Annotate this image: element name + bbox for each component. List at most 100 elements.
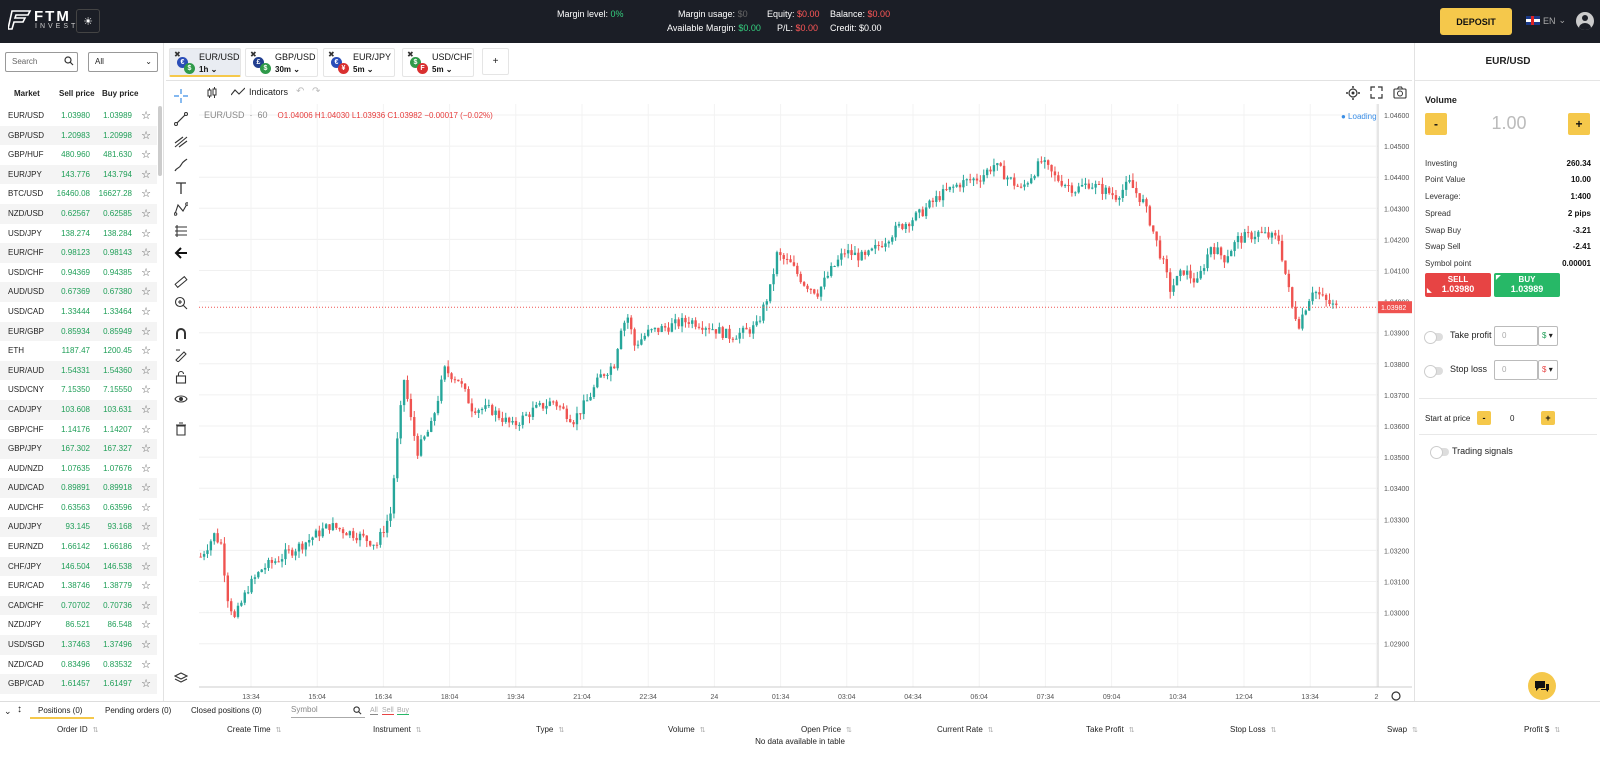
favorite-star-icon[interactable]: ☆ [141, 462, 151, 475]
favorite-star-icon[interactable]: ☆ [141, 168, 151, 181]
market-buy-price[interactable]: 481.630 [103, 150, 132, 160]
favorite-star-icon[interactable]: ☆ [141, 443, 151, 456]
favorite-star-icon[interactable]: ☆ [141, 639, 151, 652]
favorite-star-icon[interactable]: ☆ [141, 423, 151, 436]
market-row[interactable]: CAD/JPY 103.608 103.631 ☆ [0, 399, 157, 420]
take-profit-toggle[interactable] [1424, 331, 1443, 344]
market-row[interactable]: ETH 1187.47 1200.45 ☆ [0, 341, 157, 361]
market-buy-price[interactable]: 86.548 [107, 620, 132, 630]
favorite-star-icon[interactable]: ☆ [141, 286, 151, 299]
market-sell-price[interactable]: 1.54331 [61, 365, 90, 375]
market-buy-price[interactable]: 0.85949 [103, 326, 132, 336]
market-sell-price[interactable]: 103.608 [61, 404, 90, 414]
market-buy-price[interactable]: 1.14207 [103, 424, 132, 434]
market-row[interactable]: USD/JPY 138.274 138.284 ☆ [0, 224, 157, 244]
close-tab-icon[interactable]: ✖ [407, 50, 414, 59]
symbol-filter-input[interactable]: Symbol [291, 705, 365, 718]
favorite-star-icon[interactable]: ☆ [141, 129, 151, 142]
market-buy-price[interactable]: 1.37496 [103, 640, 132, 650]
favorite-star-icon[interactable]: ☆ [141, 227, 151, 240]
market-sell-price[interactable]: 1.20983 [61, 130, 90, 140]
market-row[interactable]: AUD/JPY 93.145 93.168 ☆ [0, 517, 157, 538]
market-row[interactable]: EUR/NZD 1.66142 1.66186 ☆ [0, 537, 157, 557]
market-row[interactable]: USD/CNY 7.15350 7.15550 ☆ [0, 380, 157, 400]
favorite-star-icon[interactable]: ☆ [141, 247, 151, 260]
instrument-tab[interactable]: ✖ € $ EUR/USD 1h ⌄ [169, 48, 241, 77]
favorite-star-icon[interactable]: ☆ [141, 599, 151, 612]
zoom-in-icon[interactable] [172, 294, 190, 312]
market-sell-price[interactable]: 1.14176 [61, 424, 90, 434]
magnet-icon[interactable] [172, 325, 190, 343]
market-sell-price[interactable]: 146.504 [61, 561, 90, 571]
tab-positions[interactable]: Positions (0) [30, 706, 95, 719]
axis-settings-icon[interactable] [1391, 691, 1401, 701]
market-row[interactable]: NZD/USD 0.62567 0.62585 ☆ [0, 203, 157, 224]
market-row[interactable]: USD/CHF 0.94369 0.94385 ☆ [0, 263, 157, 283]
eye-icon[interactable] [172, 390, 190, 408]
favorite-star-icon[interactable]: ☆ [141, 110, 151, 122]
market-row[interactable]: EUR/GBP 0.85934 0.85949 ☆ [0, 321, 157, 342]
table-column-header[interactable]: Swap ⇅ [1387, 725, 1418, 734]
trash-icon[interactable] [172, 420, 190, 438]
table-column-header[interactable]: Type ⇅ [536, 725, 564, 734]
market-sell-price[interactable]: 0.83496 [61, 659, 90, 669]
instrument-tab[interactable]: ✖ € ¥ EUR/JPY 5m ⌄ [323, 48, 395, 77]
market-row[interactable]: GBP/CAD 1.61457 1.61497 ☆ [0, 674, 157, 694]
prediction-tool-icon[interactable] [172, 222, 190, 240]
stop-loss-input[interactable]: 0 [1494, 360, 1538, 380]
market-sell-price[interactable]: 0.67369 [61, 287, 90, 297]
favorite-star-icon[interactable]: ☆ [141, 403, 151, 416]
market-buy-price[interactable]: 0.94385 [103, 267, 132, 277]
filter-buy[interactable]: Buy [397, 707, 410, 715]
market-row[interactable]: GBP/JPY 167.302 167.327 ☆ [0, 439, 157, 459]
indicators-button[interactable]: Indicators [231, 87, 288, 97]
instrument-tab[interactable]: ✖ £ $ GBP/USD 30m ⌄ [245, 48, 318, 77]
market-row[interactable]: CHF/JPY 146.504 146.538 ☆ [0, 556, 157, 577]
tab-pending-orders[interactable]: Pending orders (0) [105, 706, 172, 715]
market-buy-price[interactable]: 138.284 [103, 228, 132, 238]
undo-icon[interactable]: ↶ [296, 86, 305, 97]
start-at-price-value[interactable]: 0 [1510, 414, 1515, 423]
market-row[interactable]: NZD/JPY 86.521 86.548 ☆ [0, 615, 157, 635]
market-buy-price[interactable]: 0.89918 [103, 483, 132, 493]
ruler-icon[interactable] [172, 273, 190, 291]
market-list-scrollbar[interactable] [158, 106, 162, 176]
market-sell-price[interactable]: 7.15350 [61, 385, 90, 395]
favorite-star-icon[interactable]: ☆ [141, 266, 151, 279]
market-sell-price[interactable]: 1.38746 [61, 581, 90, 591]
favorite-star-icon[interactable]: ☆ [141, 325, 151, 338]
volume-decrease-button[interactable]: - [1425, 113, 1447, 135]
market-row[interactable]: USD/CAD 1.33444 1.33464 ☆ [0, 302, 157, 322]
camera-icon[interactable] [1393, 86, 1407, 101]
favorite-star-icon[interactable]: ☆ [141, 482, 151, 495]
market-sell-price[interactable]: 1.33444 [61, 306, 90, 316]
market-sell-price[interactable]: 0.94369 [61, 267, 90, 277]
favorite-star-icon[interactable]: ☆ [141, 678, 151, 691]
market-row[interactable]: EUR/CAD 1.38746 1.38779 ☆ [0, 576, 157, 596]
volume-input[interactable]: 1.00 [1491, 113, 1527, 133]
table-column-header[interactable]: Take Profit ⇅ [1086, 725, 1135, 734]
market-sell-price[interactable]: 1.61457 [61, 679, 90, 689]
redo-icon[interactable]: ↷ [312, 86, 321, 97]
market-row[interactable]: USD/SGD 1.37463 1.37496 ☆ [0, 635, 157, 655]
take-profit-input[interactable]: 0 [1494, 326, 1538, 346]
table-column-header[interactable]: Current Rate ⇅ [937, 725, 994, 734]
theme-toggle-button[interactable]: ☀ [76, 9, 100, 33]
volume-increase-button[interactable]: + [1568, 113, 1590, 135]
market-row[interactable]: EUR/JPY 143.776 143.794 ☆ [0, 164, 157, 185]
market-buy-price[interactable]: 1.20998 [103, 130, 132, 140]
favorite-star-icon[interactable]: ☆ [141, 305, 151, 318]
favorite-star-icon[interactable]: ☆ [141, 658, 151, 671]
table-column-header[interactable]: Profit $ ⇅ [1524, 725, 1560, 734]
market-row[interactable]: EUR/CHF 0.98123 0.98143 ☆ [0, 243, 157, 263]
logo[interactable]: FTM INVEST [8, 8, 75, 34]
stop-loss-currency-select[interactable]: $ ▾ [1538, 360, 1558, 380]
market-buy-price[interactable]: 0.70736 [103, 600, 132, 610]
market-buy-price[interactable]: 0.83532 [103, 659, 132, 669]
market-sell-price[interactable]: 16460.08 [56, 189, 90, 199]
market-sell-price[interactable]: 86.521 [65, 620, 90, 630]
table-column-header[interactable]: Instrument ⇅ [373, 725, 422, 734]
tab-timeframe-select[interactable]: 5m ⌄ [353, 65, 374, 74]
market-sell-price[interactable]: 0.89891 [61, 483, 90, 493]
resize-handle-icon[interactable]: ↕ [17, 704, 22, 715]
